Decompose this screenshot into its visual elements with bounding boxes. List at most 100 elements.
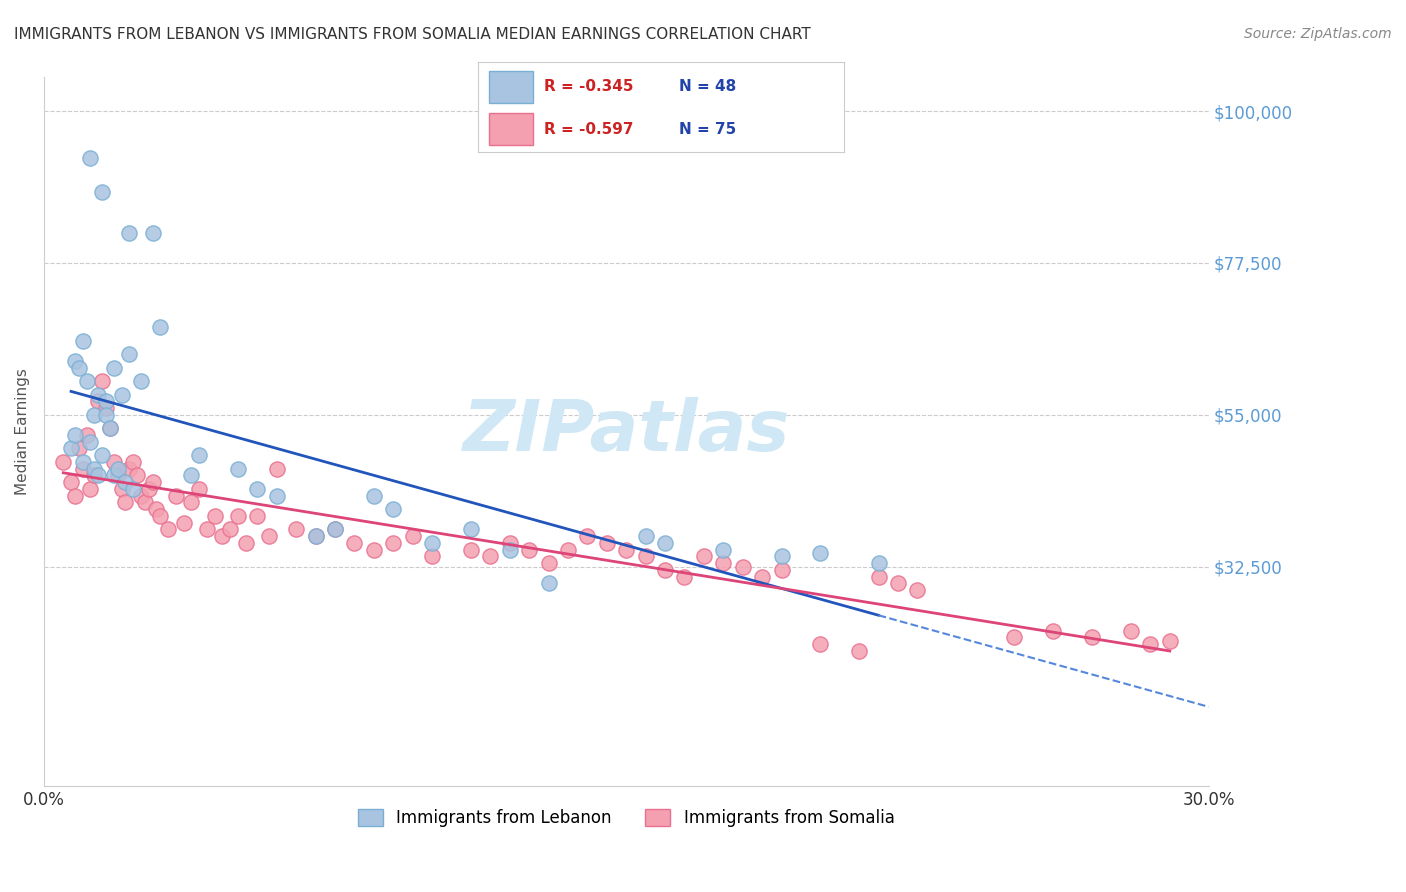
Point — [868, 569, 890, 583]
Point — [517, 542, 540, 557]
Point — [402, 529, 425, 543]
Point — [103, 360, 125, 375]
Point — [266, 489, 288, 503]
Point — [246, 508, 269, 523]
Point — [305, 529, 328, 543]
Point — [343, 536, 366, 550]
Point — [1004, 631, 1026, 645]
Point — [52, 455, 75, 469]
Point — [1159, 633, 1181, 648]
Point — [94, 394, 117, 409]
Point — [60, 442, 83, 456]
Point — [731, 559, 754, 574]
Point — [363, 489, 385, 503]
Point — [770, 563, 793, 577]
Point — [868, 556, 890, 570]
Point — [94, 401, 117, 415]
Point — [129, 374, 152, 388]
Point — [596, 536, 619, 550]
Point — [654, 536, 676, 550]
FancyBboxPatch shape — [489, 71, 533, 103]
Point — [76, 428, 98, 442]
Point — [129, 489, 152, 503]
Point — [165, 489, 187, 503]
Point — [87, 468, 110, 483]
Point — [103, 468, 125, 483]
Point — [460, 542, 482, 557]
Point — [285, 523, 308, 537]
Point — [138, 482, 160, 496]
Point — [72, 455, 94, 469]
Point — [537, 556, 560, 570]
Point — [91, 185, 114, 199]
Point — [382, 536, 405, 550]
Point — [1139, 637, 1161, 651]
Point — [188, 482, 211, 496]
Text: R = -0.597: R = -0.597 — [544, 122, 633, 136]
Point — [226, 508, 249, 523]
Point — [87, 387, 110, 401]
Point — [79, 482, 101, 496]
Point — [770, 549, 793, 564]
Point — [87, 394, 110, 409]
Point — [76, 374, 98, 388]
Point — [1119, 624, 1142, 638]
Point — [693, 549, 716, 564]
Point — [219, 523, 242, 537]
Point — [654, 563, 676, 577]
Point — [149, 508, 172, 523]
Point — [537, 576, 560, 591]
Point — [107, 461, 129, 475]
Text: IMMIGRANTS FROM LEBANON VS IMMIGRANTS FROM SOMALIA MEDIAN EARNINGS CORRELATION C: IMMIGRANTS FROM LEBANON VS IMMIGRANTS FR… — [14, 27, 811, 42]
Point — [122, 482, 145, 496]
Point — [91, 448, 114, 462]
Point — [60, 475, 83, 490]
Point — [118, 461, 141, 475]
Point — [557, 542, 579, 557]
Point — [363, 542, 385, 557]
Point — [118, 347, 141, 361]
Point — [499, 536, 522, 550]
Point — [83, 468, 105, 483]
Point — [118, 226, 141, 240]
Point — [180, 495, 202, 509]
Point — [751, 569, 773, 583]
Point — [110, 482, 132, 496]
Point — [235, 536, 257, 550]
Point — [114, 475, 136, 490]
Point — [420, 536, 443, 550]
Point — [673, 569, 696, 583]
Point — [122, 455, 145, 469]
Point — [67, 442, 90, 456]
Point — [79, 434, 101, 449]
Point — [499, 542, 522, 557]
Point — [226, 461, 249, 475]
Point — [246, 482, 269, 496]
Point — [63, 353, 86, 368]
Point — [323, 523, 346, 537]
Point — [114, 495, 136, 509]
FancyBboxPatch shape — [489, 113, 533, 145]
Point — [98, 421, 121, 435]
Point — [63, 428, 86, 442]
Point — [125, 468, 148, 483]
Point — [266, 461, 288, 475]
Y-axis label: Median Earnings: Median Earnings — [15, 368, 30, 495]
Point — [91, 374, 114, 388]
Point — [142, 475, 165, 490]
Point — [808, 637, 831, 651]
Point — [72, 334, 94, 348]
Point — [907, 583, 929, 598]
Point — [204, 508, 226, 523]
Point — [382, 502, 405, 516]
Point — [257, 529, 280, 543]
Text: ZIPatlas: ZIPatlas — [463, 397, 790, 467]
Point — [79, 152, 101, 166]
Point — [83, 408, 105, 422]
Point — [157, 523, 180, 537]
Point — [711, 542, 734, 557]
Point — [173, 516, 195, 530]
Point — [576, 529, 599, 543]
Point — [634, 549, 657, 564]
Point — [614, 542, 637, 557]
